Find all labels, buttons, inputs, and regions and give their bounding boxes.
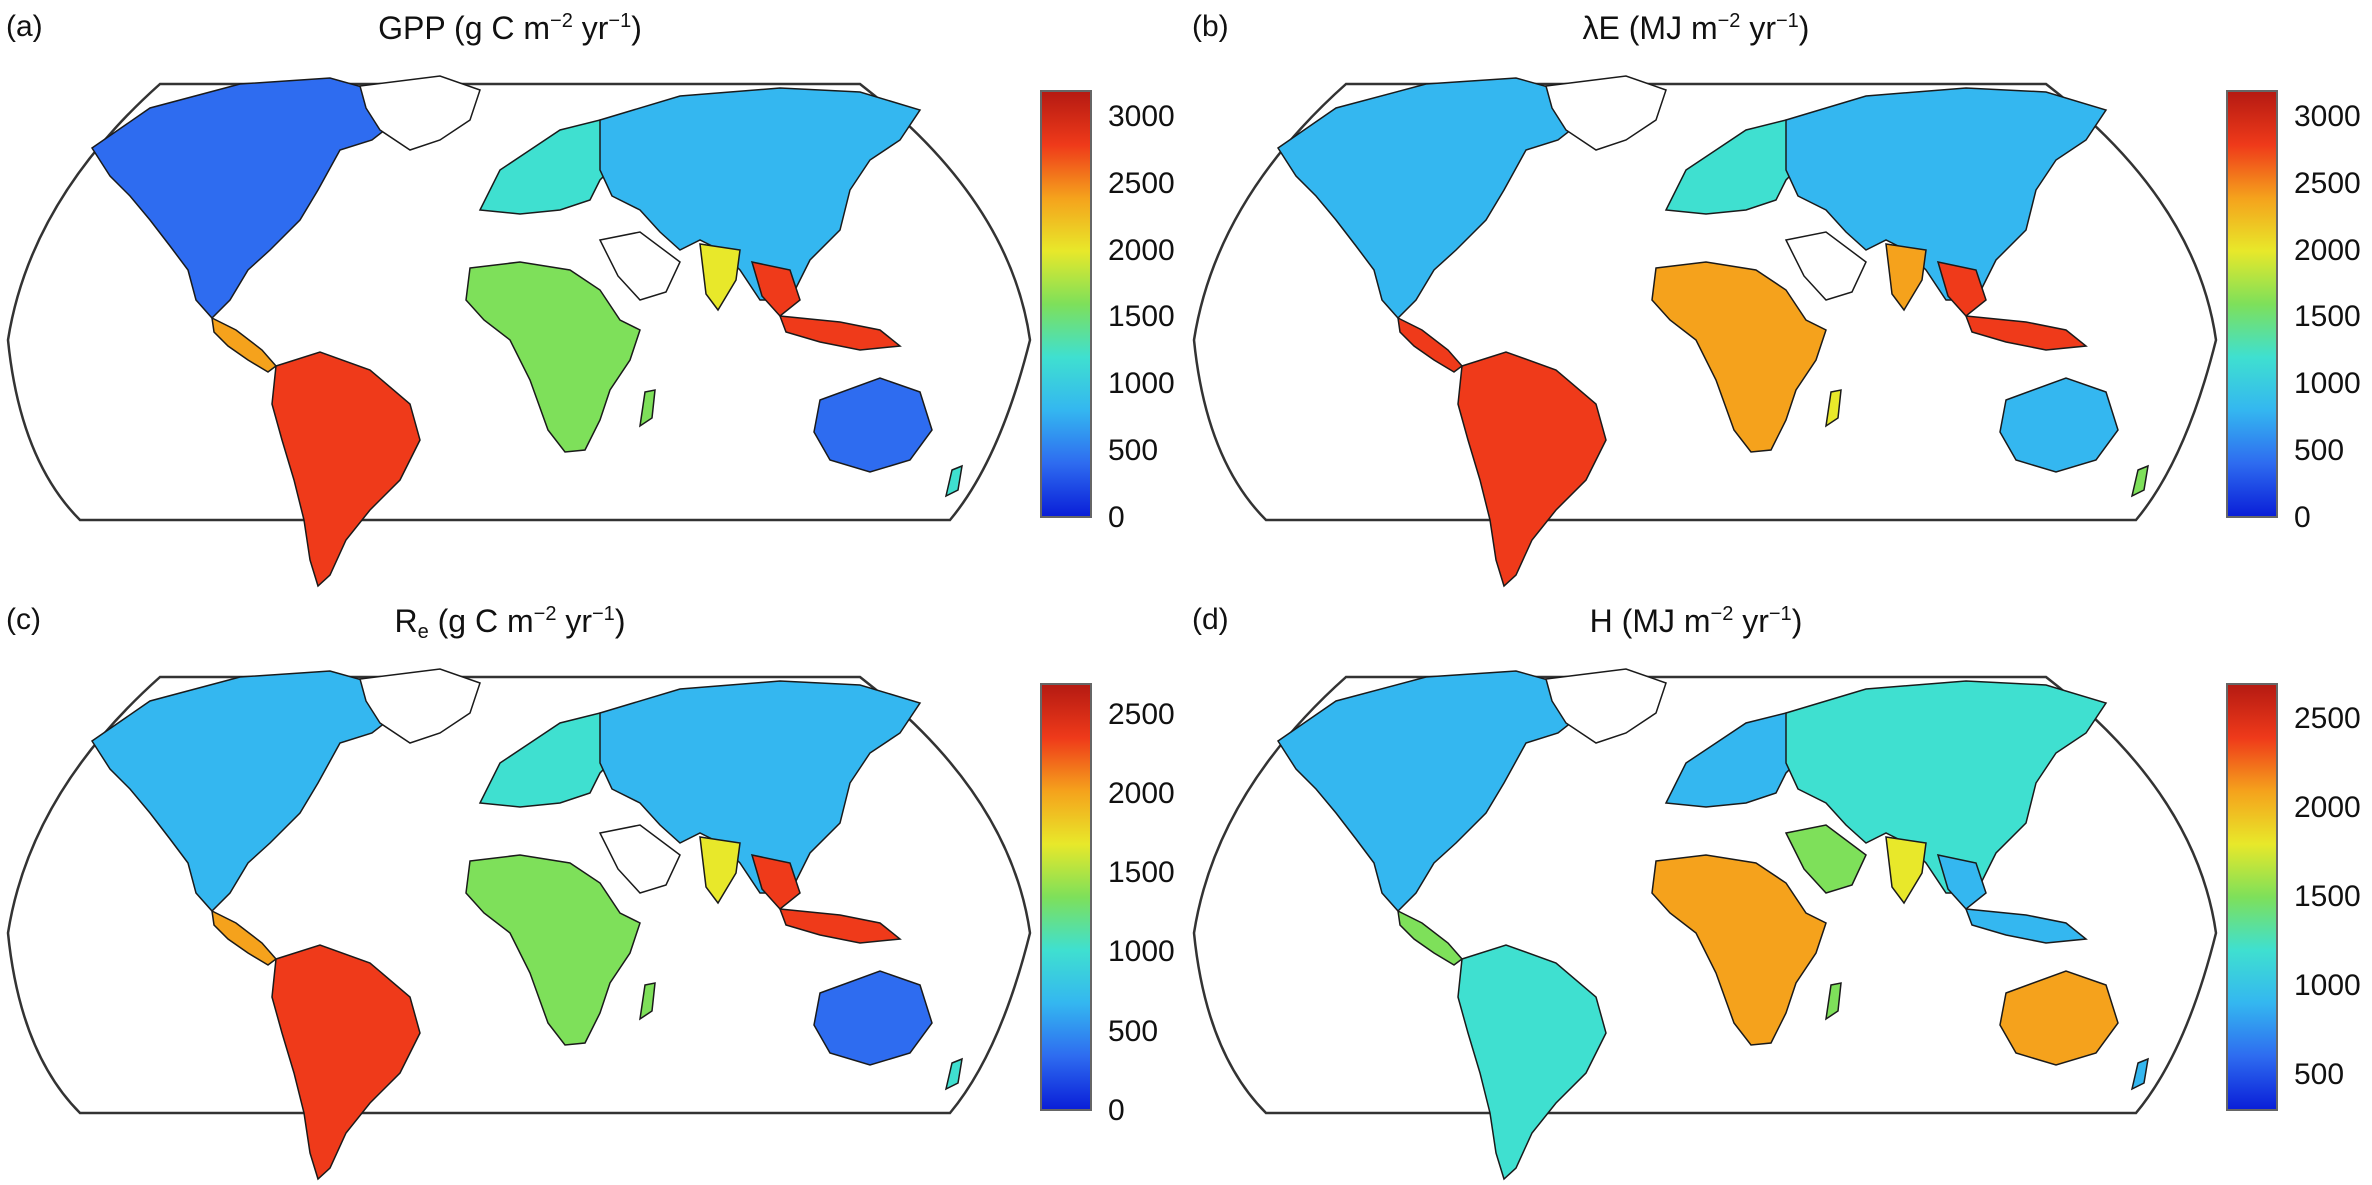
region-new-zealand	[944, 1057, 963, 1091]
colorbar	[1040, 683, 1092, 1111]
region-australia	[813, 377, 933, 473]
world-map	[6, 668, 1032, 1181]
colorbar-tick-label: 500	[1108, 1014, 1159, 1048]
panel-label: (a)	[6, 10, 43, 43]
region-central-america	[1397, 316, 1464, 373]
colorbar-tick-label: 3000	[2294, 99, 2361, 133]
region-australia	[1999, 970, 2119, 1066]
colorbar-tick-label: 2000	[1108, 776, 1175, 810]
colorbar-tick-label: 1500	[2294, 300, 2361, 334]
region-south-america	[271, 351, 421, 588]
colorbar-tick-label: 2500	[2294, 166, 2361, 200]
colorbar-tick-label: 500	[2294, 1058, 2345, 1092]
colorbar-tick-label: 2000	[1108, 233, 1175, 267]
panel-title: H (MJ m−2 yr−1)	[1589, 603, 1803, 639]
region-australia	[813, 970, 933, 1066]
region-greenland	[359, 75, 481, 151]
region-arabia	[598, 231, 681, 301]
colorbar-tick-label: 2500	[2294, 701, 2361, 735]
region-indonesia	[1964, 315, 2088, 351]
region-south-america	[271, 944, 421, 1181]
colorbar	[2226, 90, 2278, 518]
region-india	[1885, 836, 1927, 905]
region-indonesia	[1964, 908, 2088, 944]
world-map	[1192, 75, 2218, 588]
colorbar-tick-label: 3000	[1108, 99, 1175, 133]
colorbar-tick-label: 1000	[1108, 367, 1175, 401]
region-india	[699, 836, 741, 905]
panel-sensible-heat: (d) H (MJ m−2 yr−1) 2500 2000 1500 1000 500	[1186, 593, 2372, 1185]
region-greenland	[1545, 668, 1667, 744]
region-madagascar	[1825, 389, 1842, 428]
region-greenland	[1545, 75, 1667, 151]
region-indonesia	[778, 315, 902, 351]
colorbar-tick-label: 1000	[1108, 935, 1175, 969]
colorbar-tick-label: 2000	[2294, 233, 2361, 267]
region-arabia	[1784, 231, 1867, 301]
region-madagascar	[1825, 982, 1842, 1021]
region-madagascar	[639, 982, 656, 1021]
colorbar-tick-label: 0	[1108, 1094, 1125, 1127]
colorbar-tick-label: 500	[1108, 434, 1159, 468]
region-india	[699, 243, 741, 312]
region-africa	[1651, 261, 1827, 453]
region-north-america	[90, 670, 402, 913]
region-africa	[465, 854, 641, 1046]
panel-title: λE (MJ m−2 yr−1)	[1582, 10, 1810, 46]
region-central-america	[211, 316, 278, 373]
world-map	[6, 75, 1032, 588]
region-new-zealand	[944, 464, 963, 498]
region-new-zealand	[2130, 464, 2149, 498]
colorbar-tick-label: 2500	[1108, 166, 1175, 200]
panel-label: (d)	[1192, 603, 1229, 636]
colorbar-tick-label: 1000	[2294, 367, 2361, 401]
region-indonesia	[778, 908, 902, 944]
panel-label: (b)	[1192, 10, 1229, 43]
region-arabia	[598, 824, 681, 894]
colorbar-tick-label: 1500	[1108, 300, 1175, 334]
region-south-america	[1457, 944, 1607, 1181]
colorbar-tick-label: 1500	[1108, 856, 1175, 890]
region-se-asia	[1936, 261, 1987, 318]
panel-label: (c)	[6, 603, 41, 636]
region-central-america	[211, 909, 278, 966]
panel-title: Re (g C m−2 yr−1)	[394, 603, 626, 643]
panel-title: GPP (g C m−2 yr−1)	[378, 10, 642, 46]
panel-gpp: (a) GPP (g C m−2 yr−1) 3000 2500 2000 1500 1…	[0, 0, 1186, 592]
panel-latent-heat: (b) λE (MJ m−2 yr−1) 3000 2500 2000 1500 100…	[1186, 0, 2372, 592]
colorbar	[1040, 90, 1092, 518]
colorbar-tick-label: 1500	[2294, 880, 2361, 913]
panel-respiration: (c) Re (g C m−2 yr−1) 2500 2000 1500 1000 50…	[0, 593, 1186, 1185]
world-map	[1192, 668, 2218, 1181]
region-se-asia	[750, 854, 801, 911]
colorbar-tick-label: 500	[2294, 434, 2345, 468]
region-new-zealand	[2130, 1057, 2149, 1091]
colorbar	[2226, 683, 2278, 1111]
colorbar-tick-label: 0	[1108, 501, 1125, 534]
region-africa	[1651, 854, 1827, 1046]
region-north-america	[90, 77, 402, 320]
region-madagascar	[639, 389, 656, 428]
colorbar-tick-label: 0	[2294, 501, 2311, 534]
region-se-asia	[750, 261, 801, 318]
region-africa	[465, 261, 641, 453]
colorbar-tick-label: 2500	[1108, 697, 1175, 731]
region-south-america	[1457, 351, 1607, 588]
region-north-america	[1276, 670, 1588, 913]
region-australia	[1999, 377, 2119, 473]
region-se-asia	[1936, 854, 1987, 911]
region-greenland	[359, 668, 481, 744]
region-arabia	[1784, 824, 1867, 894]
region-central-america	[1397, 909, 1464, 966]
region-india	[1885, 243, 1927, 312]
colorbar-tick-label: 1000	[2294, 969, 2361, 1003]
region-north-america	[1276, 77, 1588, 320]
colorbar-tick-label: 2000	[2294, 790, 2361, 824]
